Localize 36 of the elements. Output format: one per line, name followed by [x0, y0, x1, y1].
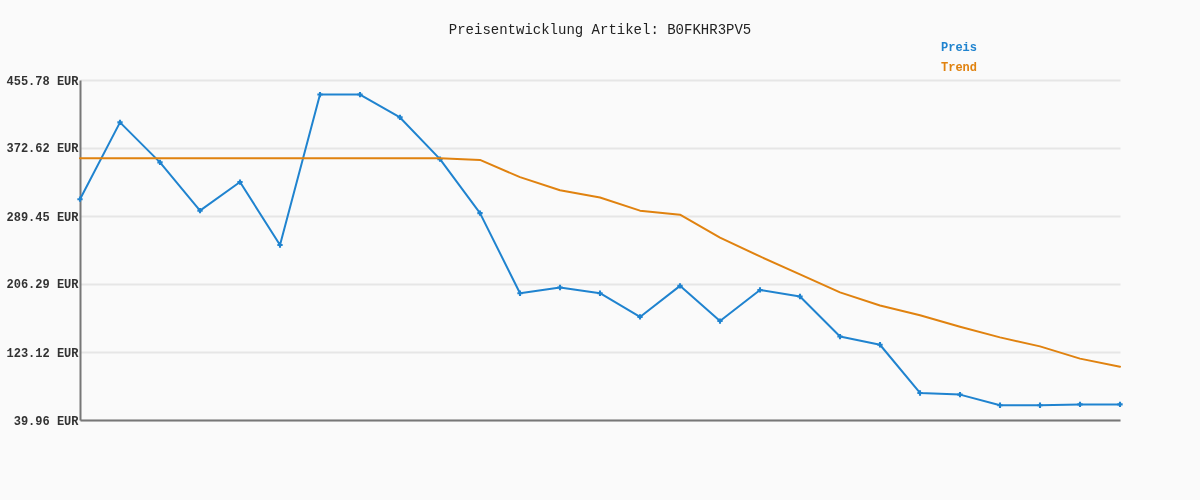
- point: [277, 242, 283, 248]
- point: [1117, 401, 1123, 408]
- point: [157, 159, 163, 166]
- point: [997, 402, 1003, 408]
- point: [317, 91, 323, 98]
- y-tick-label: 289.45 EUR: [6, 210, 80, 225]
- point: [477, 210, 483, 216]
- y-tick-label: 206.29 EUR: [6, 278, 80, 293]
- point: [757, 287, 763, 293]
- point: [717, 318, 723, 324]
- point: [877, 342, 883, 348]
- point: [557, 284, 563, 291]
- point: [677, 283, 683, 289]
- point: [837, 333, 843, 340]
- point: [397, 114, 403, 121]
- point: [1077, 401, 1083, 408]
- point: [917, 390, 923, 396]
- point: [637, 314, 643, 320]
- text: Trend: [941, 61, 978, 75]
- y-tick-label: 372.62 EUR: [6, 142, 80, 157]
- line-series: [79, 157, 1121, 368]
- point: [357, 91, 363, 98]
- point: [597, 290, 603, 296]
- text: Preis: [941, 41, 978, 55]
- point: [517, 290, 523, 296]
- point: [77, 196, 83, 202]
- y-tick-label: 455.78 EUR: [6, 74, 80, 89]
- y-tick-label: 123.12 EUR: [6, 346, 80, 361]
- point: [1037, 402, 1043, 408]
- point: [237, 179, 243, 185]
- point: [117, 119, 123, 125]
- y-tick-label: 39.96 EUR: [13, 414, 80, 429]
- point: [797, 293, 803, 300]
- point: [197, 208, 203, 214]
- chart-title: Preisentwicklung Artikel: B0FKHR3PV5: [448, 22, 752, 38]
- point: [957, 391, 963, 398]
